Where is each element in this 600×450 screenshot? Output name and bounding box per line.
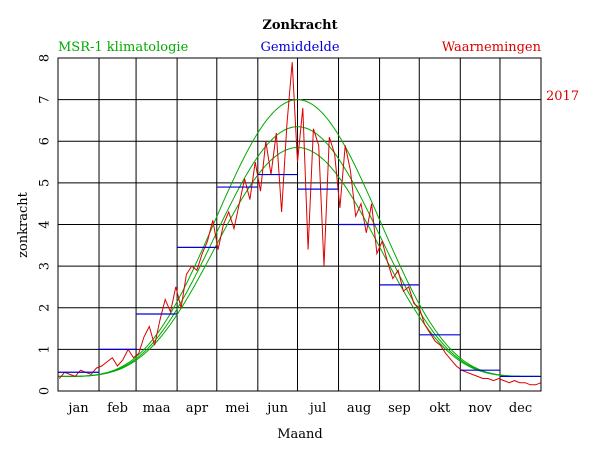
- x-tick-label-aug: aug: [347, 401, 371, 416]
- y-tick-label: 7: [38, 95, 53, 103]
- y-tick-label: 0: [38, 387, 53, 395]
- y-tick-label: 3: [38, 262, 53, 270]
- y-tick-label: 8: [38, 54, 53, 62]
- y-tick-label: 6: [38, 137, 53, 145]
- y-tick-labels: 0 1 2 3 4 5 6 7 8: [38, 54, 53, 395]
- monthly-mean-bars: [58, 173, 541, 378]
- chart-title: Zonkracht: [262, 18, 337, 33]
- grid: [58, 58, 541, 391]
- observations-series: [58, 62, 542, 386]
- legend-observations: Waarnemingen: [442, 40, 542, 55]
- climatology-curve-2: [58, 126, 540, 377]
- x-tick-label-jun: jun: [265, 401, 288, 416]
- legend-climatology: MSR-1 klimatologie: [58, 40, 189, 55]
- y-axis-label: zonkracht: [16, 191, 31, 258]
- x-tick-label-maa: maa: [143, 401, 171, 416]
- y-tick-label: 2: [38, 304, 53, 312]
- x-tick-label-feb: feb: [107, 401, 128, 416]
- x-tick-labels: jan feb maa apr mei jun jul aug sep okt nov dec: [66, 401, 532, 416]
- x-tick-label-mei: mei: [225, 401, 249, 416]
- y-tick-label: 4: [38, 220, 53, 228]
- x-tick-label-jan: jan: [66, 401, 89, 416]
- x-tick-label-okt: okt: [429, 401, 451, 416]
- x-tick-label-dec: dec: [509, 401, 532, 416]
- climatology-curve-1: [58, 99, 540, 377]
- y-tick-label: 1: [38, 345, 53, 353]
- y-tick-label: 5: [38, 179, 53, 187]
- plot-frame: [57, 57, 542, 392]
- x-axis-label: Maand: [277, 427, 323, 442]
- year-label: 2017: [546, 89, 579, 104]
- legend-average: Gemiddelde: [260, 40, 339, 55]
- observations-line: [58, 62, 542, 386]
- x-tick-label-jul: jul: [308, 401, 327, 416]
- x-tick-label-apr: apr: [186, 401, 209, 416]
- x-tick-label-sep: sep: [388, 401, 411, 416]
- x-tick-label-nov: nov: [468, 401, 492, 416]
